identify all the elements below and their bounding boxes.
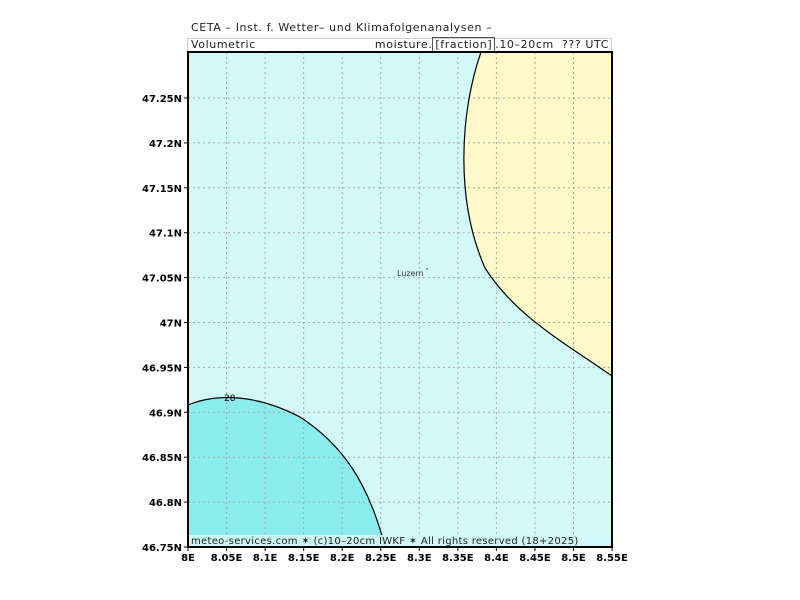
subtitle-frame (187, 38, 612, 52)
y-tick-label: 47.2N (149, 139, 182, 150)
contour-value-label: 28 (224, 394, 236, 404)
city-label: Luzern (397, 269, 424, 278)
y-tick-label: 46.8N (149, 498, 182, 509)
variable-name: moisture. (374, 38, 433, 51)
y-tick-label: 47.25N (142, 94, 182, 105)
variable-units-label: moisture. [fraction] .10–20cm ??? UTC (374, 37, 609, 52)
high-moisture-region (188, 397, 385, 547)
x-tick-label: 8.15E (288, 553, 320, 564)
x-tick-label: 8.4E (484, 553, 509, 564)
y-tick-label: 47.05N (142, 274, 182, 285)
y-tick-label: 47.15N (142, 184, 182, 195)
x-tick-label: 8.55E (596, 553, 628, 564)
y-tick-label: 46.95N (142, 363, 182, 374)
footer-band (188, 535, 612, 547)
level-time: .10–20cm ??? UTC (495, 38, 609, 51)
y-tick-label: 46.9N (149, 408, 182, 419)
copyright-footer: meteo-services.com ✶ (c)10–20cm IWKF ✶ A… (191, 536, 579, 547)
latitude-axis: 46.75N 46.8N 46.85N 46.9N 46.95N 47N 47.05N 47.… (142, 94, 188, 554)
x-tick-label: 8.3E (407, 553, 432, 564)
map-frame (187, 51, 613, 548)
y-tick-label: 47N (160, 319, 182, 330)
longitude-axis: 8E 8.05E 8.1E 8.15E 8.2E 8.25E 8.3E 8.35E 8.4E 8.… (181, 547, 628, 564)
map-title: CETA – Inst. f. Wetter– und Klimafolgena… (191, 21, 493, 34)
low-moisture-region (463, 52, 612, 376)
variable-label: Volumetric (191, 38, 256, 51)
y-tick-label: 46.85N (142, 453, 182, 464)
contour-line-28 (188, 396, 386, 547)
x-tick-label: 8.35E (442, 553, 474, 564)
x-tick-label: 8.5E (561, 553, 586, 564)
x-tick-label: 8.1E (253, 553, 278, 564)
x-tick-label: 8.05E (211, 553, 243, 564)
lat-lon-grid (188, 52, 612, 547)
contour-line-east (463, 52, 612, 377)
units-box: [fraction] (432, 37, 496, 52)
y-tick-label: 47.1N (149, 229, 182, 240)
city-marker (426, 268, 428, 270)
x-tick-label: 8.25E (365, 553, 397, 564)
x-tick-label: 8E (181, 553, 195, 564)
y-tick-label: 46.75N (142, 543, 182, 554)
x-tick-label: 8.2E (330, 553, 355, 564)
x-tick-label: 8.45E (519, 553, 551, 564)
